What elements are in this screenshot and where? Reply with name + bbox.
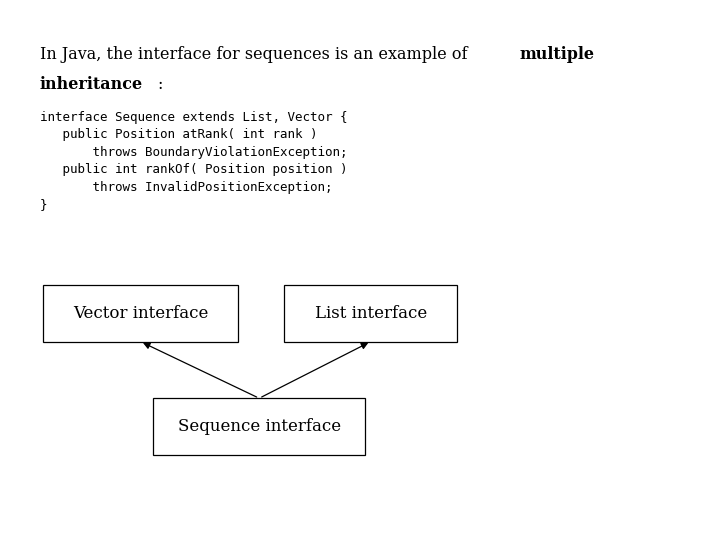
FancyBboxPatch shape: [284, 285, 457, 342]
Text: In Java, the interface for sequences is an example of: In Java, the interface for sequences is …: [40, 46, 477, 63]
FancyBboxPatch shape: [43, 285, 238, 342]
FancyBboxPatch shape: [153, 399, 365, 455]
Text: Sequence interface: Sequence interface: [178, 418, 341, 435]
Text: List interface: List interface: [315, 305, 427, 322]
Text: multiple: multiple: [520, 46, 595, 63]
Text: Vector interface: Vector interface: [73, 305, 208, 322]
Text: inheritance: inheritance: [40, 76, 143, 92]
Text: interface Sequence extends List, Vector {
   public Position atRank( int rank )
: interface Sequence extends List, Vector …: [40, 111, 347, 211]
Text: :: :: [157, 76, 162, 92]
